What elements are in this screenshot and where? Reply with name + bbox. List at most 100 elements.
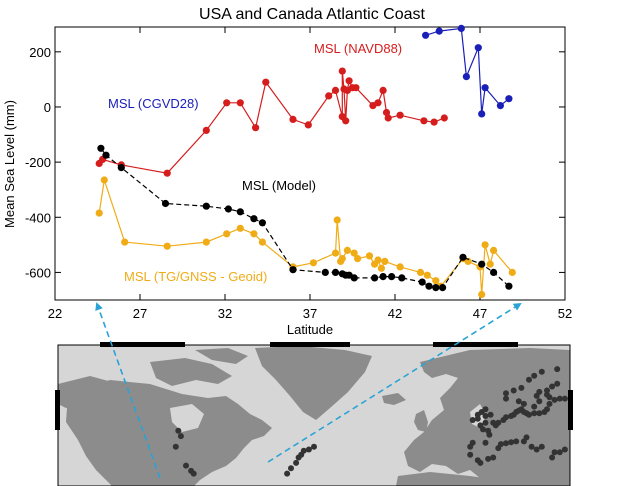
data-point [331,268,340,276]
station-marker [490,454,497,461]
data-point [331,249,340,257]
station-marker [311,443,317,450]
data-point [117,164,125,172]
data-point [102,151,110,159]
station-marker [482,419,489,426]
station-marker [284,470,291,477]
data-point [321,268,329,276]
station-marker [300,447,307,454]
data-point [464,257,472,265]
station-marker [482,413,489,419]
data-point [95,209,103,217]
station-marker [538,368,545,375]
series-annotation: MSL (Model) [242,178,316,193]
station-marker [549,454,556,461]
plot-area: 22 27 32 37 42 47 52 200 0 -200 -400 -600 MSL (CGVD… [25,24,572,321]
landmass-arctic-islands [150,348,248,386]
y-tick-label: 200 [29,45,51,60]
data-point [350,274,358,282]
station-marker [549,383,556,390]
data-point [223,99,231,107]
x-tick-label: 42 [388,306,402,321]
y-tick-label: 0 [44,100,51,115]
station-marker [551,449,558,456]
station-marker [503,390,509,397]
data-point [432,284,440,292]
data-point [202,202,210,210]
station-marker [526,376,532,383]
water-hudson-bay [170,404,204,432]
data-point [343,246,351,254]
x-tick-label: 37 [303,306,317,321]
chart-title: USA and Canada Atlantic Coast [199,6,425,23]
data-point [331,86,340,94]
data-point [121,238,129,246]
station-marker [536,398,543,405]
data-point [420,117,428,125]
y-tick-label: -200 [25,155,51,170]
data-point [350,249,358,257]
series-annotation: MSL (CGVD28) [108,96,199,111]
data-point [304,121,312,129]
y-axis-label: Mean Sea Level (mm) [2,100,17,228]
data-point [505,282,513,290]
station-marker [544,387,550,394]
data-point [223,230,231,238]
station-marker [536,410,543,417]
station-marker [469,417,476,423]
station-marker [503,440,509,447]
station-marker [523,434,530,441]
series-annotation: MSL (TG/GNSS - Geoid) [124,269,267,284]
data-point [262,78,270,86]
border-bar [568,390,573,430]
data-point [505,95,513,103]
station-marker [288,465,294,472]
station-marker [531,403,538,410]
series-0 [95,67,448,177]
data-point [354,255,362,263]
data-point [435,27,443,35]
station-marker [513,438,520,445]
station-marker [293,459,300,466]
data-point [377,264,385,272]
data-point [440,114,448,122]
landmass-uk [414,410,428,432]
station-marker [177,433,184,440]
data-point [345,77,353,85]
series-1 [422,24,513,118]
data-point [384,114,392,122]
data-point [474,44,482,52]
station-marker [183,462,189,469]
data-point [309,259,317,267]
data-point [252,124,260,132]
data-point [398,274,406,282]
x-tick-label: 22 [48,306,62,321]
data-point [202,238,210,246]
station-marker [477,422,484,429]
landmass-iceland [382,393,406,405]
data-point [352,84,360,92]
x-tick-label: 27 [133,306,147,321]
station-marker [546,400,553,407]
station-marker [551,396,558,403]
station-marker [485,455,492,462]
data-point [481,84,489,92]
station-map [55,342,573,486]
data-point [236,224,244,232]
data-point [224,205,232,213]
data-point [258,238,266,246]
data-point [202,126,210,134]
data-point [289,115,297,123]
data-point [325,92,333,100]
data-point [382,108,391,117]
data-point [490,246,498,254]
data-point [236,99,244,107]
data-point [496,102,504,110]
station-marker [520,400,527,407]
station-marker [528,443,535,450]
data-point [374,256,382,264]
data-point [396,263,404,271]
data-point [342,117,350,125]
arrow-to-lat-24 [95,302,161,479]
